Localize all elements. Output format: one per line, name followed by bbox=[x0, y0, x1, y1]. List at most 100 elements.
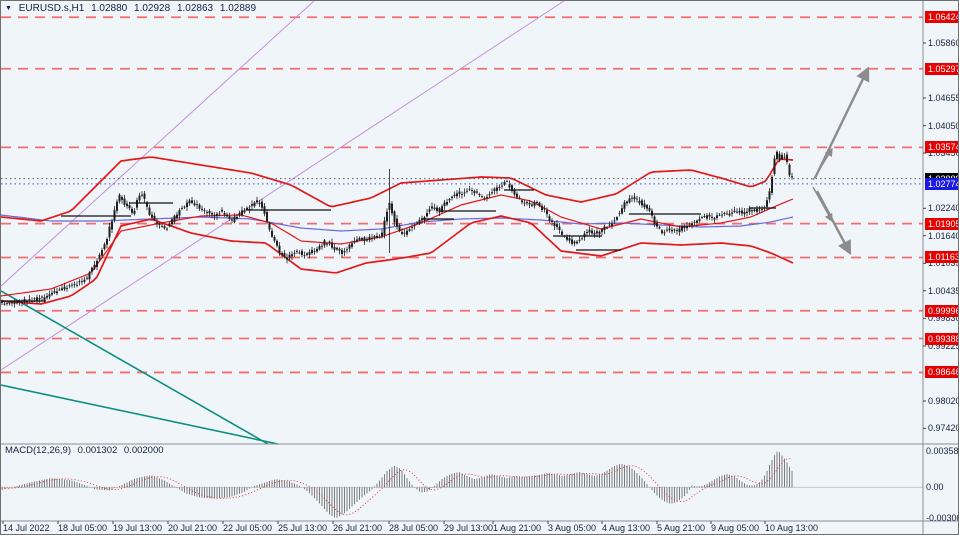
candle-body bbox=[726, 213, 728, 215]
candle-body bbox=[683, 225, 686, 229]
candle-body bbox=[98, 254, 101, 260]
candle-body bbox=[718, 214, 721, 216]
projection-arrows[interactable] bbox=[812, 66, 870, 256]
candle-body bbox=[506, 180, 508, 182]
candle-body bbox=[116, 201, 118, 211]
candle-body bbox=[201, 208, 203, 210]
candle-body bbox=[471, 190, 473, 191]
time-axis-label: 26 Jul 21:00 bbox=[333, 523, 383, 533]
candle-body bbox=[671, 229, 673, 232]
purple-channel-line[interactable] bbox=[1, 1, 315, 287]
candle-body bbox=[206, 212, 208, 213]
candle-body bbox=[86, 277, 88, 279]
horizontal-level-lines[interactable] bbox=[1, 16, 923, 374]
level-price-badge: 1.01163 bbox=[925, 251, 958, 264]
price-tick-label: 1.01640 bbox=[928, 230, 959, 241]
teal-trend-line[interactable] bbox=[1, 290, 269, 445]
candle-body bbox=[271, 230, 273, 237]
candle-body bbox=[126, 203, 128, 207]
candle-body bbox=[531, 204, 533, 206]
candle-body bbox=[561, 231, 563, 235]
level-price-badge: 1.05297 bbox=[925, 62, 958, 75]
candle-body bbox=[78, 281, 81, 283]
candle-body bbox=[76, 284, 78, 286]
candle-body bbox=[628, 198, 631, 203]
candle-body bbox=[123, 198, 126, 205]
candle-body bbox=[443, 202, 446, 207]
candle-body bbox=[708, 214, 711, 217]
time-axis-label: 5 Aug 21:00 bbox=[657, 523, 706, 533]
level-price-badge: 0.99996 bbox=[925, 304, 958, 317]
candle-body bbox=[36, 297, 38, 301]
candle-body bbox=[771, 176, 773, 193]
candle-body bbox=[753, 209, 756, 211]
time-axis-label: 29 Jul 13:00 bbox=[444, 523, 494, 533]
projection-arrow[interactable] bbox=[813, 66, 870, 179]
candle-body bbox=[778, 153, 781, 160]
candle-body bbox=[493, 188, 496, 191]
candle-body bbox=[618, 213, 621, 214]
candle-body bbox=[273, 237, 276, 241]
teal-trend-line[interactable] bbox=[1, 384, 279, 445]
macd-scale-max: 0.003588 bbox=[926, 446, 959, 456]
candle-body bbox=[773, 158, 776, 174]
candle-body bbox=[403, 232, 406, 234]
candle-body bbox=[18, 301, 21, 303]
candle-body bbox=[121, 197, 123, 200]
candle-body bbox=[63, 286, 66, 290]
candle-body bbox=[6, 303, 8, 304]
candle-body bbox=[108, 226, 111, 238]
collapse-icon[interactable]: ▼ bbox=[5, 5, 12, 12]
candle-body bbox=[388, 202, 391, 210]
candle-body bbox=[251, 204, 253, 206]
purple-channel-line[interactable] bbox=[1, 1, 565, 371]
candle-body bbox=[368, 236, 371, 241]
candle-body bbox=[751, 210, 753, 212]
candle-body bbox=[386, 211, 388, 222]
candle-body bbox=[648, 207, 651, 211]
candle-body bbox=[463, 192, 466, 194]
candle-body bbox=[706, 215, 708, 219]
candle-body bbox=[701, 217, 703, 218]
candle-body bbox=[488, 194, 491, 196]
candle-body bbox=[16, 302, 18, 304]
candle-body bbox=[643, 203, 646, 208]
macd-scale-zero: 0.00 bbox=[926, 482, 944, 492]
candle-body bbox=[143, 193, 146, 199]
candle-body bbox=[591, 230, 593, 234]
candle-body bbox=[541, 205, 543, 211]
time-axis-label: 19 Jul 13:00 bbox=[113, 523, 163, 533]
price-axis-strip[interactable] bbox=[923, 1, 959, 535]
candle-body bbox=[326, 243, 328, 245]
candle-body bbox=[646, 205, 648, 209]
level-price-badge: 1.06424 bbox=[925, 11, 958, 24]
candle-body bbox=[533, 202, 536, 206]
candle-body bbox=[758, 209, 761, 211]
price-tick-label: 0.98020 bbox=[928, 396, 959, 406]
candle-body bbox=[631, 197, 633, 199]
structure-segments[interactable] bbox=[1, 189, 776, 302]
candle-body bbox=[748, 208, 751, 212]
candle-body bbox=[366, 239, 368, 241]
time-axis-label: 20 Jul 21:00 bbox=[168, 523, 218, 533]
candle-body bbox=[721, 214, 723, 216]
blue-level-price-badge: 1.02774 bbox=[925, 177, 958, 190]
candle-body bbox=[551, 220, 553, 222]
quote-low: 1.02863 bbox=[176, 3, 214, 14]
candle-body bbox=[188, 200, 191, 204]
candle-body bbox=[228, 216, 231, 219]
candle-body bbox=[183, 206, 186, 208]
candle-body bbox=[233, 216, 236, 223]
trendlines[interactable] bbox=[1, 1, 565, 445]
candle-body bbox=[638, 200, 641, 204]
candle-body bbox=[341, 250, 343, 254]
candle-body bbox=[321, 245, 323, 247]
candle-body bbox=[636, 198, 638, 200]
projection-arrow[interactable] bbox=[815, 190, 852, 256]
candle-body bbox=[293, 252, 296, 254]
candle-body bbox=[298, 252, 301, 254]
candle-body bbox=[376, 235, 378, 238]
candle-body bbox=[733, 210, 736, 212]
